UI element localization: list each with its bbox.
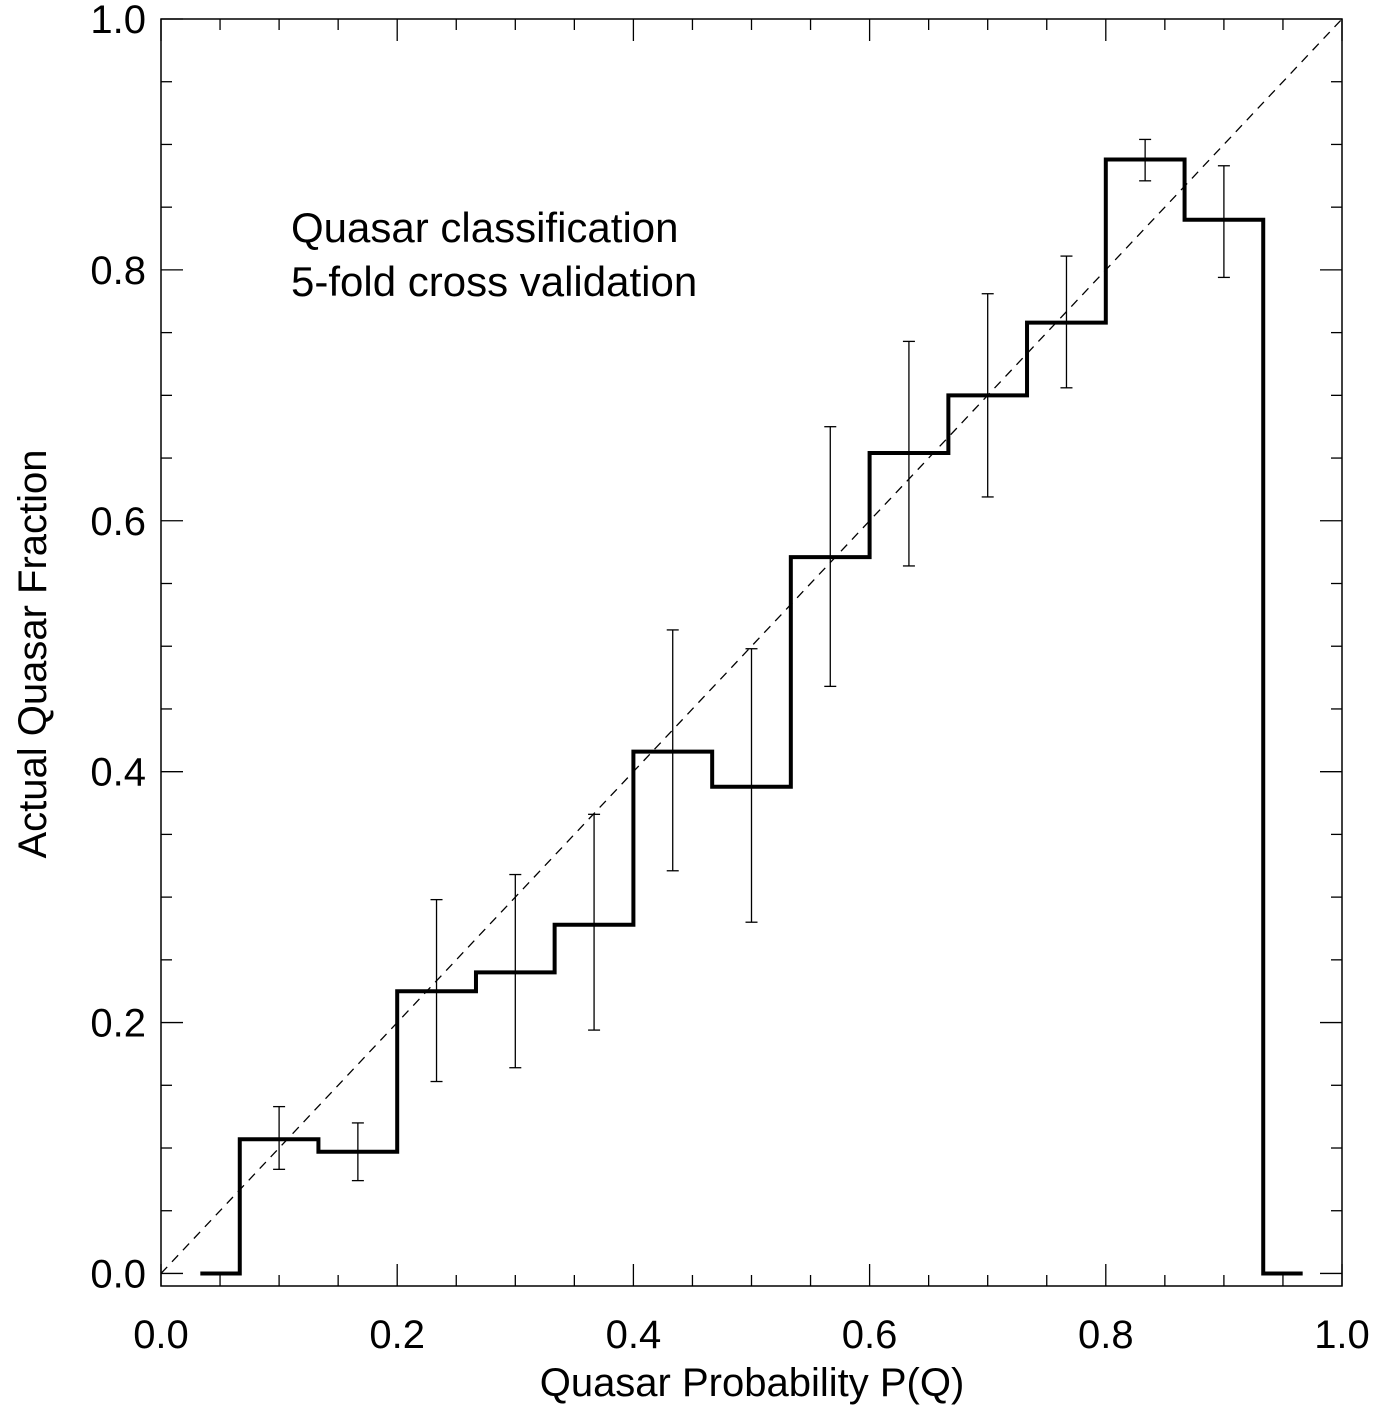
plot-frame	[160, 18, 1343, 1287]
y-tick-label: 0.6	[90, 500, 146, 544]
annotation-line-1: Quasar classification	[291, 204, 679, 251]
y-tick-label: 0.4	[90, 751, 146, 795]
y-tick-label: 0.2	[90, 1002, 146, 1046]
x-axis-label: Quasar Probability P(Q)	[540, 1361, 965, 1405]
y-tick-label: 0.0	[90, 1252, 146, 1296]
step-histogram-line	[200, 157, 1303, 1276]
y-tick-label: 0.8	[90, 249, 146, 293]
x-tick-label: 0.0	[133, 1313, 189, 1357]
x-tick-label: 0.2	[369, 1313, 425, 1357]
x-tick-label: 0.4	[606, 1313, 662, 1357]
y-axis-label: Actual Quasar Fraction	[11, 449, 55, 858]
x-tick-label: 0.6	[842, 1313, 898, 1357]
y-tick-labels: 0.0 0.2 0.4 0.6 0.8 1.0	[90, 0, 146, 1296]
y-tick-label: 1.0	[90, 0, 146, 42]
annotation-line-2: 5-fold cross validation	[291, 258, 697, 305]
x-tick-label: 0.8	[1078, 1313, 1134, 1357]
x-tick-label: 1.0	[1314, 1313, 1370, 1357]
x-tick-labels: 0.0 0.2 0.4 0.6 0.8 1.0	[133, 1313, 1370, 1357]
minor-ticks	[161, 19, 1342, 1286]
